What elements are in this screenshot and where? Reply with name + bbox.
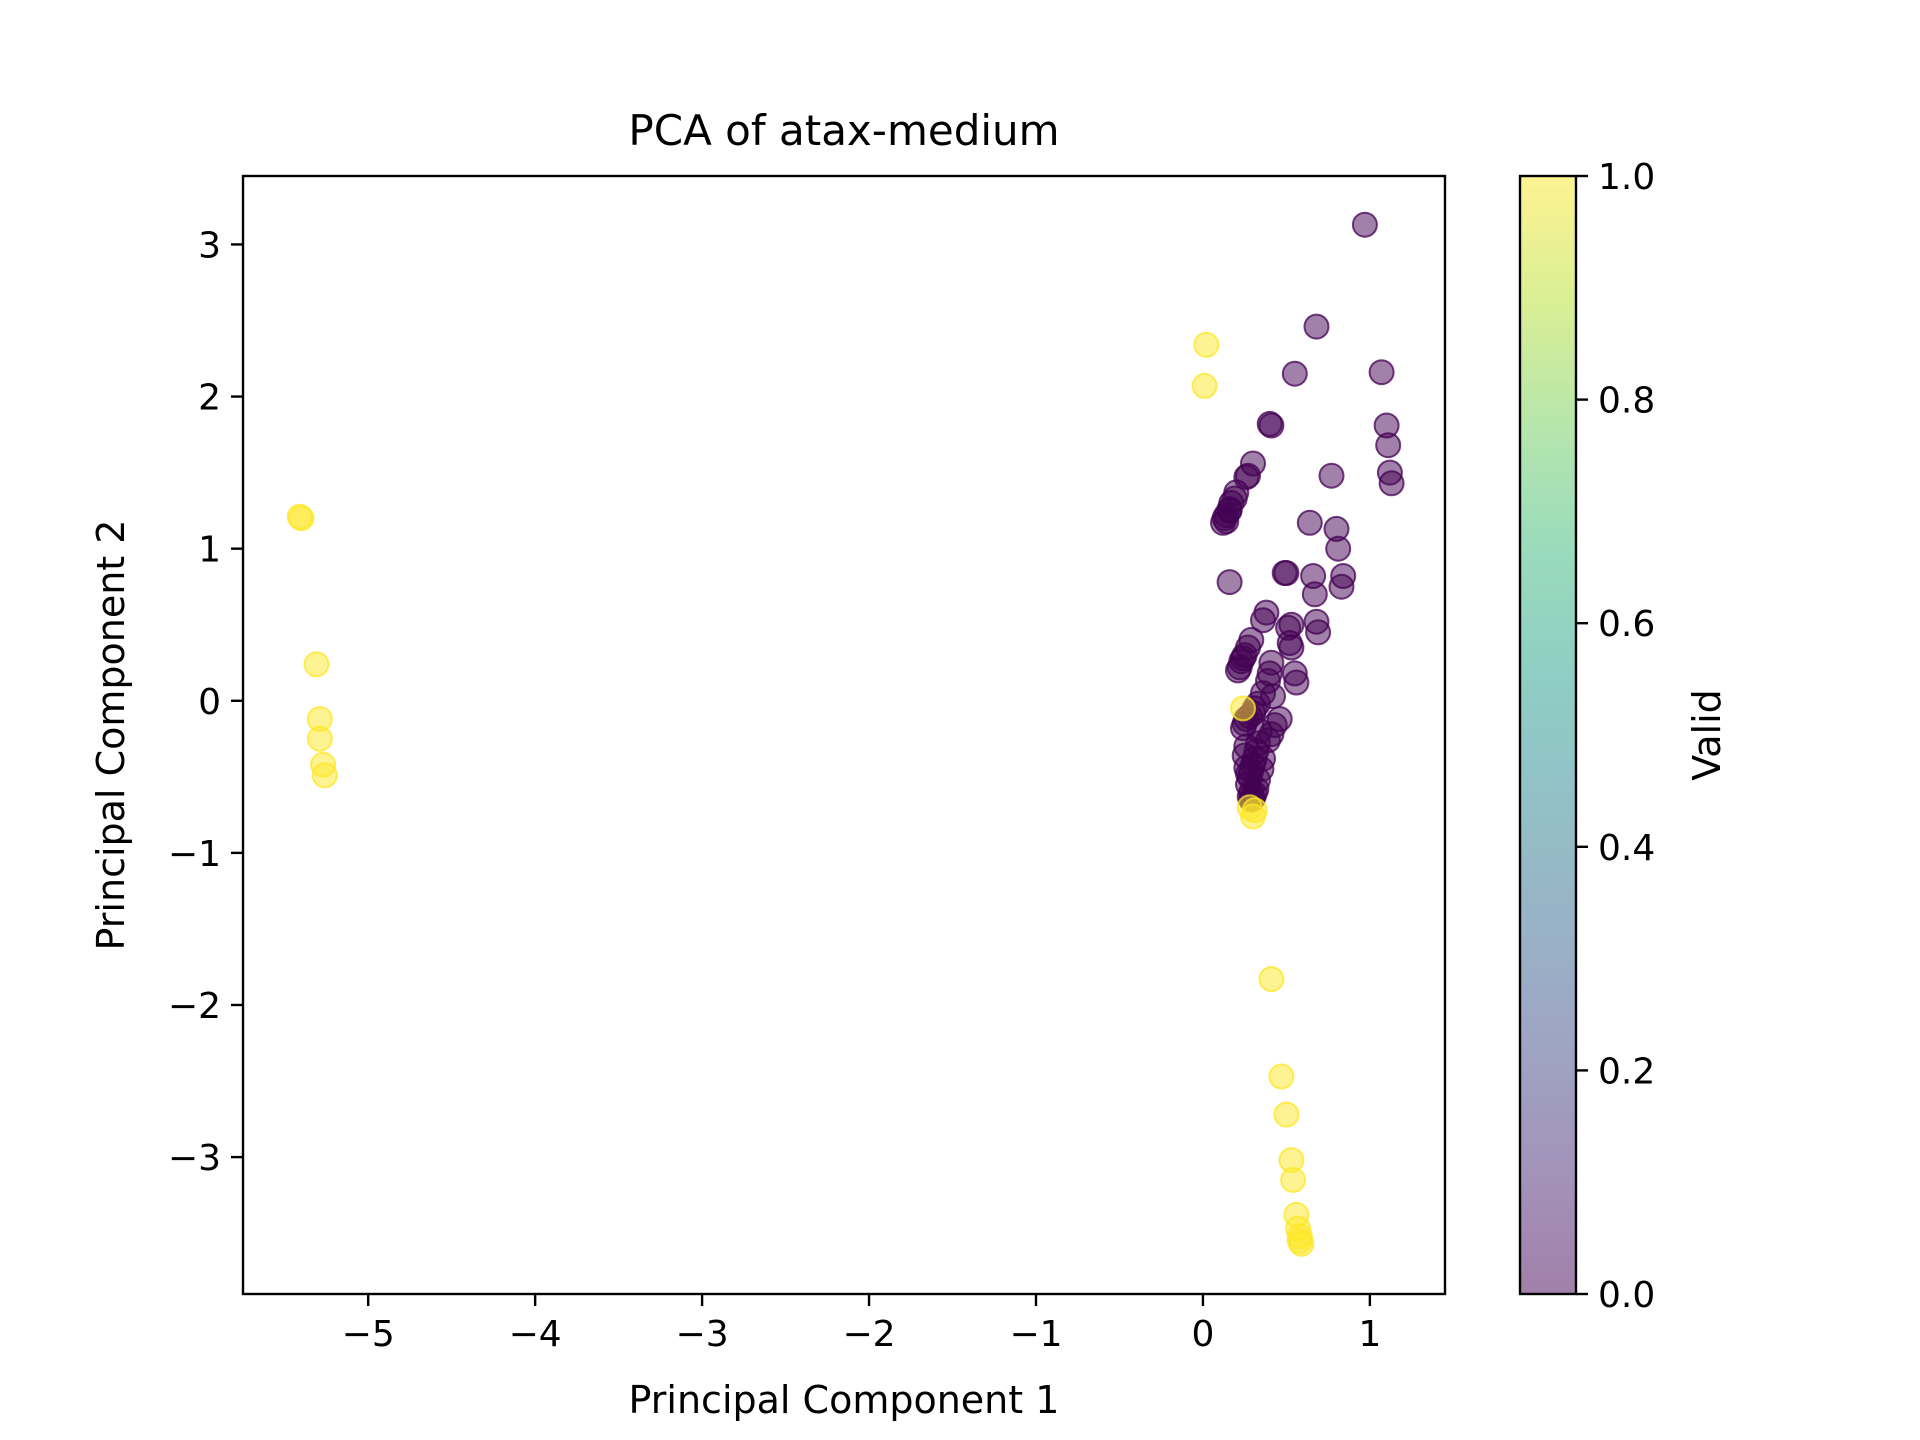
x-tick-label: −5 [342,1314,395,1355]
colorbar-frame [1518,174,1578,1296]
colorbar-ticks: 0.0 0.2 0.4 0.6 0.8 1.0 [1576,157,1655,1316]
scatter-point-invalid [1216,569,1243,596]
scatter-point-invalid [1301,581,1328,608]
scatter-point-invalid [1325,535,1352,562]
scatter-point-invalid [1250,607,1276,634]
x-axis-label: Principal Component 1 [629,1378,1060,1422]
y-tick-label: 2 [198,378,221,419]
scatter-point-invalid [1296,509,1323,536]
scatter-point-valid [1280,1166,1307,1193]
x-tick-label: −4 [509,1314,562,1355]
scatter-point-invalid [1230,645,1256,672]
y-tick-label: 0 [198,682,221,723]
scatter-point-invalid [1368,359,1395,386]
scatter-point-invalid [1328,573,1355,600]
colorbar-tick-label: 0.8 [1598,381,1655,422]
scatter-point-invalid [1318,462,1345,489]
colorbar-tick-label: 0.0 [1598,1275,1655,1316]
colorbar-tick-label: 1.0 [1598,157,1655,198]
colorbar-label: Valid [1685,689,1729,781]
scatter-point-invalid [1303,313,1330,340]
scatter-point-invalid [1281,360,1308,387]
scatter-point-valid [306,725,333,752]
x-axis-ticks: −5 −4 −3 −2 −1 0 1 [342,1294,1381,1355]
y-tick-label: 1 [198,530,221,571]
x-tick-label: −3 [676,1314,729,1355]
scatter-point-invalid [1216,497,1243,524]
scatter-point-valid [1258,966,1285,993]
scatter-point-invalid [1305,619,1332,646]
chart-title: PCA of atax-medium [628,106,1059,155]
scatter-point-valid [1268,1063,1295,1090]
x-tick-label: −1 [1009,1314,1062,1355]
colorbar-tick-label: 0.2 [1598,1051,1655,1092]
colorbar-fill [1520,176,1576,1294]
scatter-point-valid [1273,1101,1300,1128]
colorbar-tick-label: 0.6 [1598,604,1655,645]
scatter-point-valid [288,505,315,532]
scatter-point-valid [1191,372,1218,399]
scatter-point-invalid [1351,211,1378,238]
y-tick-label: 3 [198,225,221,266]
scatter-point-valid [311,762,338,789]
scatter-point-valid [1286,1227,1313,1254]
scatter-point-invalid [1273,560,1300,586]
y-tick-label: −3 [168,1138,221,1179]
scatter-point-valid [1193,331,1220,358]
x-tick-label: 1 [1358,1314,1381,1355]
scatter-point-invalid [1278,634,1305,661]
scatter-point-invalid [1378,470,1405,497]
scatter-point-valid [303,651,330,678]
y-axis-ticks: −3 −2 −1 0 1 2 3 [168,225,243,1179]
plot-frame [241,174,1447,1296]
scatter-point-invalid [1258,412,1285,439]
x-tick-label: −2 [843,1314,896,1355]
colorbar-tick-label: 0.4 [1598,828,1655,869]
scatter-point-valid [1230,695,1256,722]
scatter-point-valid [1241,797,1268,824]
y-tick-label: −2 [168,986,221,1027]
y-tick-label: −1 [168,834,221,875]
scatter-points [286,211,1405,1257]
scatter-point-invalid [1375,432,1402,459]
y-axis-label: Principal Component 2 [89,520,133,951]
x-tick-label: 0 [1191,1314,1214,1355]
scatter-point-invalid [1283,669,1310,696]
